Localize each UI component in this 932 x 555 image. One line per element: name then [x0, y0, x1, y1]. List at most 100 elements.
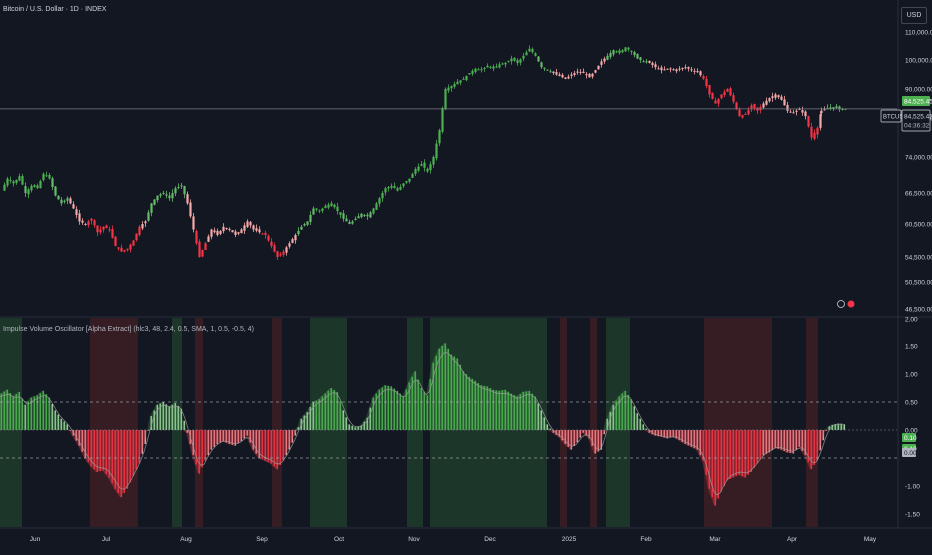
candle-body	[165, 194, 168, 196]
oscillator-bar	[486, 386, 489, 430]
oscillator-bar	[0, 393, 3, 430]
candle-body	[693, 70, 696, 72]
oscillator-bar	[837, 423, 840, 430]
candle-body	[651, 62, 654, 66]
candle-body	[6, 178, 9, 186]
candle-body	[318, 210, 321, 212]
candle-body	[624, 47, 627, 52]
oscillator-bar	[138, 430, 141, 464]
candle-body	[735, 102, 738, 109]
oscillator-bar	[159, 403, 162, 430]
candle-body	[21, 175, 24, 185]
oscillator-bar	[801, 430, 804, 451]
event-icon	[847, 300, 855, 308]
oscillator-bar	[195, 430, 198, 465]
candle-body	[141, 224, 144, 229]
candle-body	[633, 52, 636, 56]
candle-body	[765, 100, 768, 105]
candle-body	[102, 226, 105, 230]
oscillator-bar	[678, 430, 681, 441]
candle-body	[51, 178, 54, 187]
oscillator-bar	[309, 407, 312, 430]
oscillator-bar	[321, 396, 324, 430]
candle-body	[627, 47, 630, 50]
candle-body	[60, 199, 63, 204]
oscillator-bar	[687, 430, 690, 446]
candle-body	[147, 212, 150, 221]
oscillator-bar	[795, 430, 798, 451]
oscillator-bar	[117, 430, 120, 493]
candle-body	[336, 206, 339, 212]
candle-body	[228, 228, 231, 230]
candle-body	[801, 110, 804, 113]
time-axis-label: Jul	[102, 536, 111, 543]
oscillator-bar	[171, 404, 174, 430]
oscillator-bar	[312, 402, 315, 430]
candle-body	[594, 70, 597, 73]
oscillator-bar	[735, 430, 738, 477]
candle-body	[363, 214, 366, 216]
oscillator-bar	[279, 430, 282, 465]
candle-body	[168, 195, 171, 199]
time-axis-label: Aug	[180, 536, 192, 543]
price-badge-text: 84,525.45	[904, 99, 932, 106]
time-axis-label: Mar	[709, 536, 721, 543]
candle-body	[723, 91, 726, 96]
oscillator-bar	[294, 430, 297, 436]
oscillator-bar	[618, 396, 621, 430]
oscillator-bar	[345, 417, 348, 430]
oscillator-bar	[393, 388, 396, 430]
oscillator-zone-3	[195, 318, 203, 527]
candle-body	[753, 104, 756, 109]
oscillator-bar	[549, 428, 552, 430]
oscillator-bar	[726, 430, 729, 481]
candle-body	[354, 218, 357, 221]
oscillator-bar	[273, 430, 276, 467]
oscillator-bar	[276, 430, 279, 470]
oscillator-bar	[657, 430, 660, 437]
oscillator-bar	[18, 391, 21, 430]
oscillator-bar	[126, 430, 129, 489]
candle-body	[249, 221, 252, 226]
oscillator-bar	[528, 390, 531, 430]
candle-body	[696, 71, 699, 73]
oscillator-bar	[531, 393, 534, 430]
candle-body	[717, 98, 720, 104]
currency-button[interactable]: USD	[901, 7, 927, 24]
oscillator-bar	[144, 430, 147, 444]
oscillator-badge	[902, 433, 916, 442]
candle-body	[447, 87, 450, 91]
oscillator-bar	[600, 430, 603, 450]
oscillator-bar	[402, 396, 405, 430]
candle-body	[408, 178, 411, 182]
candle-body	[483, 67, 486, 69]
candle-body	[786, 104, 789, 111]
candle-body	[90, 218, 93, 221]
oscillator-bar	[807, 430, 810, 463]
price-axis-label: 100,000.00	[905, 58, 932, 65]
candle-body	[111, 228, 114, 238]
candle-body	[126, 248, 129, 251]
candle-body	[27, 189, 30, 195]
candle-body	[642, 61, 645, 63]
oscillator-bar	[240, 430, 243, 442]
candle-body	[591, 73, 594, 77]
candle-body	[78, 213, 81, 222]
oscillator-bar	[660, 430, 663, 437]
oscillator-bar	[333, 389, 336, 430]
oscillator-bar	[630, 399, 633, 430]
oscillator-bar	[288, 430, 291, 450]
candle-body	[225, 228, 228, 230]
oscillator-bar	[834, 424, 837, 430]
oscillator-bar	[363, 421, 366, 430]
oscillator-bar	[297, 427, 300, 430]
oscillator-bar	[381, 387, 384, 430]
oscillator-bar	[717, 430, 720, 499]
candle-body	[132, 240, 135, 246]
time-axis-label: Sep	[256, 536, 268, 543]
oscillator-bar	[198, 430, 201, 474]
candle-body	[597, 65, 600, 70]
oscillator-axis-label: -1.50	[905, 512, 920, 519]
candle-body	[585, 74, 588, 76]
